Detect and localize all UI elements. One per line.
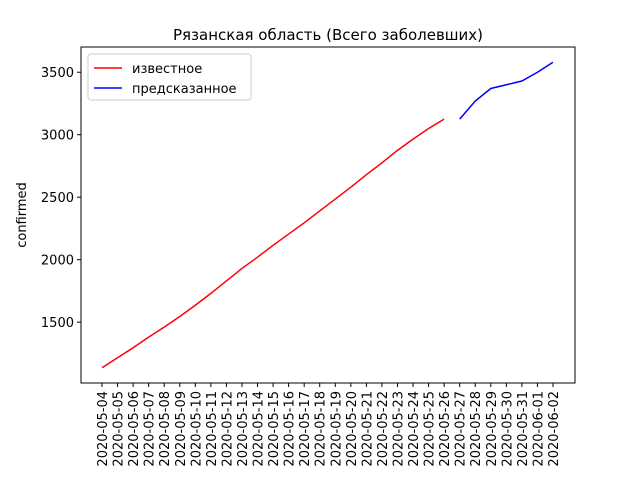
x-tick-label: 2020-05-21 <box>360 391 375 467</box>
plot-frame <box>80 46 576 384</box>
x-tick-label: 2020-05-08 <box>158 391 173 467</box>
x-tick-label: 2020-05-20 <box>345 391 360 467</box>
series-line <box>459 61 554 120</box>
x-tick-label: 2020-05-22 <box>376 391 391 467</box>
legend-box <box>87 53 252 101</box>
x-tick-label: 2020-05-04 <box>96 391 111 467</box>
x-tick-label: 2020-05-25 <box>423 391 438 467</box>
y-tick-label: 2000 <box>41 254 74 269</box>
chart-title: Рязанская область (Всего заболевших) <box>173 26 483 44</box>
y-tick-label: 3000 <box>41 129 74 144</box>
x-tick-label: 2020-05-15 <box>267 391 282 467</box>
x-tick-label: 2020-05-12 <box>220 391 235 467</box>
x-tick-label: 2020-05-16 <box>283 391 298 467</box>
x-tick-label: 2020-05-06 <box>127 391 142 467</box>
x-tick-label: 2020-05-14 <box>252 391 267 467</box>
x-tick-label: 2020-05-26 <box>438 391 453 467</box>
x-tick-label: 2020-05-13 <box>236 391 251 467</box>
x-tick-label: 2020-05-19 <box>329 391 344 467</box>
y-tick-label: 2500 <box>41 191 74 206</box>
y-axis-label: confirmed <box>15 182 30 248</box>
series-line <box>101 118 445 369</box>
x-tick-label: 2020-05-09 <box>174 391 189 467</box>
x-tick-label: 2020-05-24 <box>407 391 422 467</box>
legend-label: известное <box>132 62 202 77</box>
legend: известное предсказанное <box>87 53 252 101</box>
x-tick-label: 2020-05-30 <box>500 391 515 467</box>
x-tick-label: 2020-05-18 <box>314 391 329 467</box>
x-tick-label: 2020-05-28 <box>469 391 484 467</box>
x-tick-label: 2020-05-10 <box>189 391 204 467</box>
x-tick-label: 2020-06-02 <box>547 391 562 467</box>
x-tick-label: 2020-05-23 <box>391 391 406 467</box>
y-tick-label: 1500 <box>41 316 74 331</box>
x-tick-label: 2020-05-11 <box>205 391 220 467</box>
x-tick-label: 2020-06-01 <box>531 391 546 467</box>
x-tick-label: 2020-05-27 <box>454 391 469 467</box>
x-tick-label: 2020-05-31 <box>516 391 531 467</box>
x-tick-label: 2020-05-05 <box>112 391 127 467</box>
x-tick-label: 2020-05-17 <box>298 391 313 467</box>
y-tick-label: 3500 <box>41 66 74 81</box>
legend-label: предсказанное <box>132 82 237 97</box>
x-tick-label: 2020-05-07 <box>143 391 158 467</box>
x-tick-label: 2020-05-29 <box>485 391 500 467</box>
